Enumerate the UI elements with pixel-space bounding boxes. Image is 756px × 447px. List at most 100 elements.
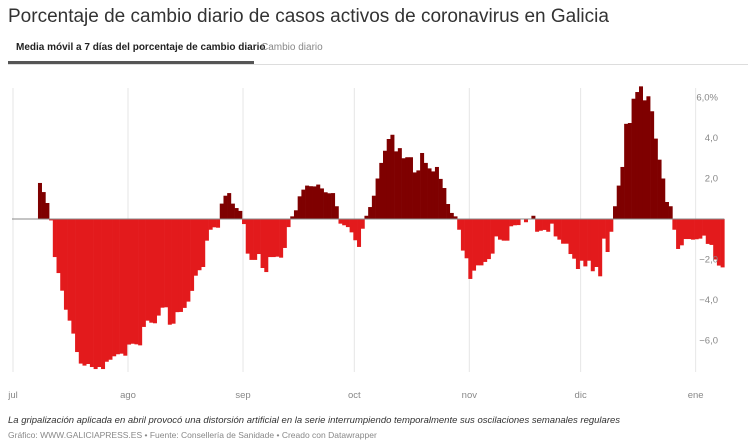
bar (438, 178, 443, 219)
bar (334, 206, 339, 219)
bar (650, 111, 655, 219)
bar (312, 186, 317, 219)
bar (368, 207, 373, 219)
bar (616, 185, 621, 219)
bar (638, 86, 643, 219)
bar (457, 219, 462, 230)
bar (141, 219, 146, 327)
bar (219, 203, 224, 219)
bar (175, 219, 180, 313)
bar (89, 219, 94, 368)
bar (49, 219, 54, 221)
bar (716, 219, 721, 266)
bar (449, 212, 454, 219)
bar (293, 210, 298, 219)
bar (204, 219, 209, 241)
x-tick-label: sep (235, 390, 250, 401)
bar (167, 219, 172, 325)
bar (82, 219, 87, 366)
bar (227, 193, 232, 219)
active-tab-indicator (8, 61, 254, 64)
bar (579, 219, 584, 261)
bar (130, 219, 135, 344)
bar (713, 219, 718, 260)
bar (152, 219, 157, 324)
bar (661, 178, 666, 219)
tab-daily-change[interactable]: Cambio diario (261, 42, 323, 53)
bar (279, 219, 284, 258)
bar (583, 219, 588, 267)
bar (327, 193, 332, 219)
bar (676, 219, 681, 249)
bar (490, 219, 495, 254)
bar (702, 219, 707, 236)
bar (446, 204, 451, 219)
y-tick-label: −6,0 (699, 336, 718, 347)
bar (538, 219, 543, 231)
bar-chart: jul ago sep oct nov dic ene 6,0% 4,0 2,0 −2,0 −4,0 −… (7, 86, 725, 401)
bar (375, 178, 380, 219)
bar (401, 158, 406, 219)
bar (494, 219, 499, 237)
bar (108, 219, 113, 360)
bar (561, 219, 566, 244)
bar (390, 134, 395, 219)
bar (512, 219, 517, 226)
bar (256, 219, 261, 255)
bar (208, 219, 213, 230)
bar (253, 219, 258, 260)
bar (694, 219, 699, 240)
bar (267, 219, 272, 258)
bar (371, 195, 376, 219)
bar (468, 219, 473, 279)
bar (505, 219, 510, 241)
bar (75, 219, 80, 353)
bar (349, 219, 354, 233)
bar (668, 206, 673, 219)
bar (412, 172, 417, 219)
bar (420, 152, 425, 219)
bar (575, 219, 580, 270)
bar (479, 219, 484, 266)
bar (182, 219, 187, 308)
bar (101, 219, 106, 370)
y-tick-label: 2,0 (705, 174, 718, 185)
bar (598, 219, 603, 277)
bar (546, 219, 551, 232)
bar (319, 188, 324, 219)
bar (145, 219, 150, 321)
bar (720, 219, 725, 268)
bar (56, 219, 61, 274)
bar (345, 219, 350, 228)
bar (605, 219, 610, 253)
bar (535, 219, 540, 232)
bar (86, 219, 91, 364)
bar (705, 219, 710, 244)
bar (264, 219, 269, 273)
bar (119, 219, 124, 354)
bar (394, 151, 399, 219)
bar (631, 98, 636, 219)
bar (186, 219, 191, 302)
bar (531, 215, 536, 219)
bar (460, 219, 465, 251)
bar (397, 148, 402, 219)
x-tick-label: nov (462, 390, 478, 401)
bar (78, 219, 83, 364)
x-tick-label: dic (575, 390, 587, 401)
bar (45, 203, 50, 219)
bar (434, 166, 439, 219)
bar (275, 219, 280, 257)
tab-moving-average[interactable]: Media móvil a 7 días del porcentaje de c… (16, 42, 266, 53)
bar (308, 186, 313, 219)
bar (112, 219, 117, 357)
bar (297, 196, 302, 219)
x-tick-label: oct (348, 390, 361, 401)
bar (223, 195, 228, 219)
bar (516, 219, 521, 226)
bar (624, 123, 629, 219)
bar (138, 219, 143, 346)
bar (364, 215, 369, 219)
bar (234, 208, 239, 219)
bar (646, 96, 651, 219)
